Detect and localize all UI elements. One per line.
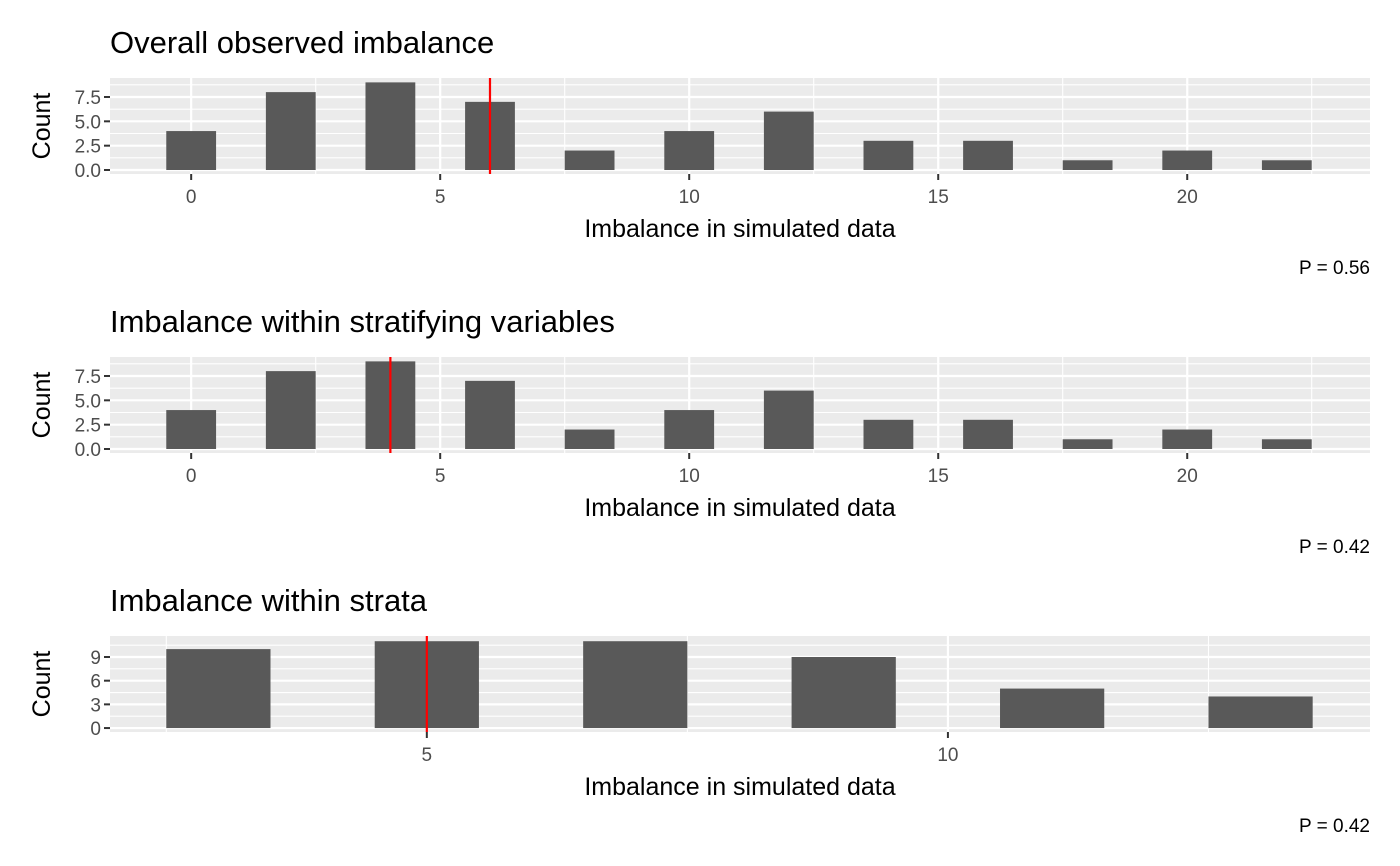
- x-tick-label: 15: [928, 466, 949, 487]
- x-tick-label: 5: [435, 466, 446, 487]
- histogram-bar: [1062, 160, 1113, 171]
- y-tick-label: 7.5: [75, 88, 101, 109]
- histogram-bar: [564, 429, 615, 450]
- histogram-bar: [1162, 429, 1213, 450]
- histogram-bar: [863, 419, 914, 450]
- y-axis-label: Count: [28, 372, 56, 439]
- x-tick-label: 5: [435, 187, 446, 208]
- histogram-bar: [963, 419, 1013, 450]
- histogram-bar: [265, 92, 316, 171]
- y-tick-label: 0.0: [75, 161, 101, 182]
- x-axis-label: Imbalance in simulated data: [584, 215, 895, 243]
- x-tick-label: 5: [422, 745, 433, 766]
- histogram-bar: [166, 649, 271, 729]
- histogram-bar: [166, 410, 217, 450]
- y-tick-label: 5.0: [75, 391, 101, 412]
- y-axis-label: Count: [28, 93, 56, 160]
- y-tick-label: 9: [90, 648, 101, 669]
- y-tick-label: 2.5: [75, 137, 101, 158]
- panel-background: [110, 636, 1370, 732]
- y-tick-label: 5.0: [75, 112, 101, 133]
- panel-title: Overall observed imbalance: [110, 25, 494, 60]
- panel-title: Imbalance within stratifying variables: [110, 304, 615, 339]
- y-tick-label: 7.5: [75, 367, 101, 388]
- histogram-bar: [583, 641, 688, 729]
- histogram-bar: [963, 140, 1013, 171]
- y-tick-label: 6: [90, 672, 101, 693]
- x-tick-label: 0: [186, 466, 197, 487]
- histogram-bar: [664, 410, 715, 450]
- y-tick-label: 0: [90, 719, 101, 740]
- histogram-bar: [763, 390, 814, 450]
- x-tick-label: 10: [679, 187, 700, 208]
- histogram-bar: [1261, 439, 1312, 450]
- y-axis-label: Count: [28, 651, 56, 718]
- histogram-bar: [1261, 160, 1312, 171]
- x-tick-label: 15: [928, 187, 949, 208]
- y-tick-label: 3: [90, 695, 101, 716]
- histogram-bar: [791, 657, 896, 729]
- histogram-bar: [465, 380, 515, 450]
- p-value-annotation: P = 0.56: [1299, 258, 1370, 279]
- panel-title: Imbalance within strata: [110, 583, 428, 618]
- histogram-bar: [1000, 688, 1105, 729]
- histogram-bar: [1208, 696, 1313, 729]
- histogram-bar: [664, 131, 715, 171]
- x-tick-label: 10: [679, 466, 700, 487]
- histogram-bar: [863, 140, 914, 171]
- histogram-bar: [166, 131, 217, 171]
- histogram-bar: [1062, 439, 1113, 450]
- histogram-bar: [365, 82, 416, 171]
- histogram-bar: [265, 371, 316, 450]
- x-tick-label: 20: [1177, 466, 1198, 487]
- x-tick-label: 10: [937, 745, 958, 766]
- x-axis-label: Imbalance in simulated data: [584, 773, 895, 801]
- histogram-bar: [1162, 150, 1213, 171]
- y-tick-label: 0.0: [75, 440, 101, 461]
- histogram-bar: [763, 111, 814, 171]
- p-value-annotation: P = 0.42: [1299, 537, 1370, 558]
- x-tick-label: 0: [186, 187, 197, 208]
- y-tick-label: 2.5: [75, 416, 101, 437]
- x-tick-label: 20: [1177, 187, 1198, 208]
- histogram-bar: [564, 150, 615, 171]
- p-value-annotation: P = 0.42: [1299, 816, 1370, 837]
- x-axis-label: Imbalance in simulated data: [584, 494, 895, 522]
